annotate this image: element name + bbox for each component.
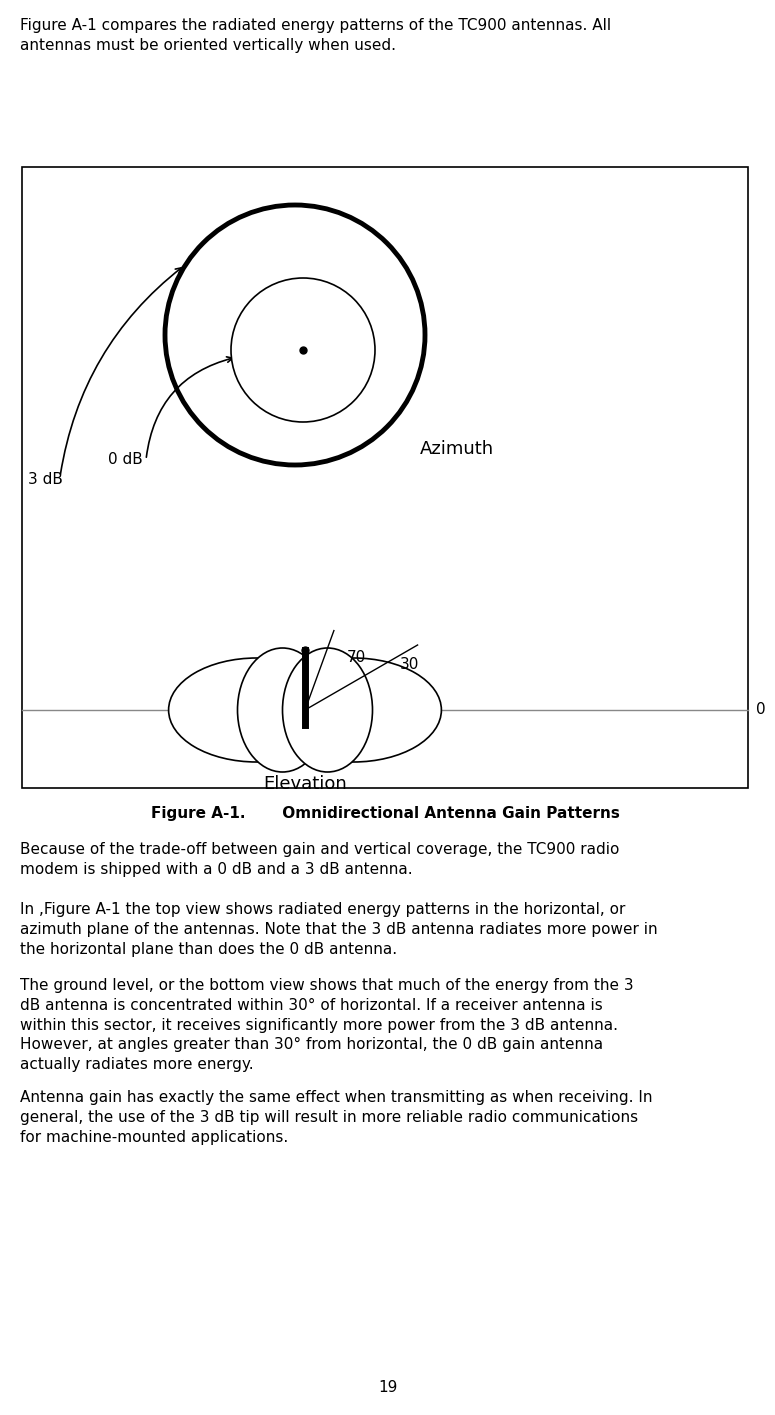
Text: 0: 0 bbox=[756, 702, 766, 717]
Text: Antenna gain has exactly the same effect when transmitting as when receiving. In: Antenna gain has exactly the same effect… bbox=[20, 1090, 653, 1145]
Ellipse shape bbox=[237, 648, 328, 773]
Text: Figure A-1.       Omnidirectional Antenna Gain Patterns: Figure A-1. Omnidirectional Antenna Gain… bbox=[150, 807, 619, 821]
Text: Azimuth: Azimuth bbox=[420, 440, 494, 458]
Bar bbox=[22, 167, 748, 788]
Text: Figure A-1 compares the radiated energy patterns of the TC900 antennas. All
ante: Figure A-1 compares the radiated energy … bbox=[20, 18, 611, 52]
Text: 19: 19 bbox=[378, 1380, 397, 1395]
Text: 0 dB: 0 dB bbox=[108, 451, 143, 467]
Text: Because of the trade-off between gain and vertical coverage, the TC900 radio
mod: Because of the trade-off between gain an… bbox=[20, 842, 619, 877]
Circle shape bbox=[165, 205, 425, 466]
Text: The ground level, or the bottom view shows that much of the energy from the 3
dB: The ground level, or the bottom view sho… bbox=[20, 978, 634, 1073]
Text: Elevation: Elevation bbox=[264, 775, 347, 792]
Text: 3 dB: 3 dB bbox=[28, 473, 63, 487]
Text: In ,Figure A-1 the top view shows radiated energy patterns in the horizontal, or: In ,Figure A-1 the top view shows radiat… bbox=[20, 901, 658, 957]
Ellipse shape bbox=[169, 658, 345, 763]
Ellipse shape bbox=[265, 658, 442, 763]
Text: 30: 30 bbox=[400, 657, 419, 672]
Ellipse shape bbox=[283, 648, 373, 773]
Text: 70: 70 bbox=[347, 649, 367, 665]
Circle shape bbox=[231, 277, 375, 422]
